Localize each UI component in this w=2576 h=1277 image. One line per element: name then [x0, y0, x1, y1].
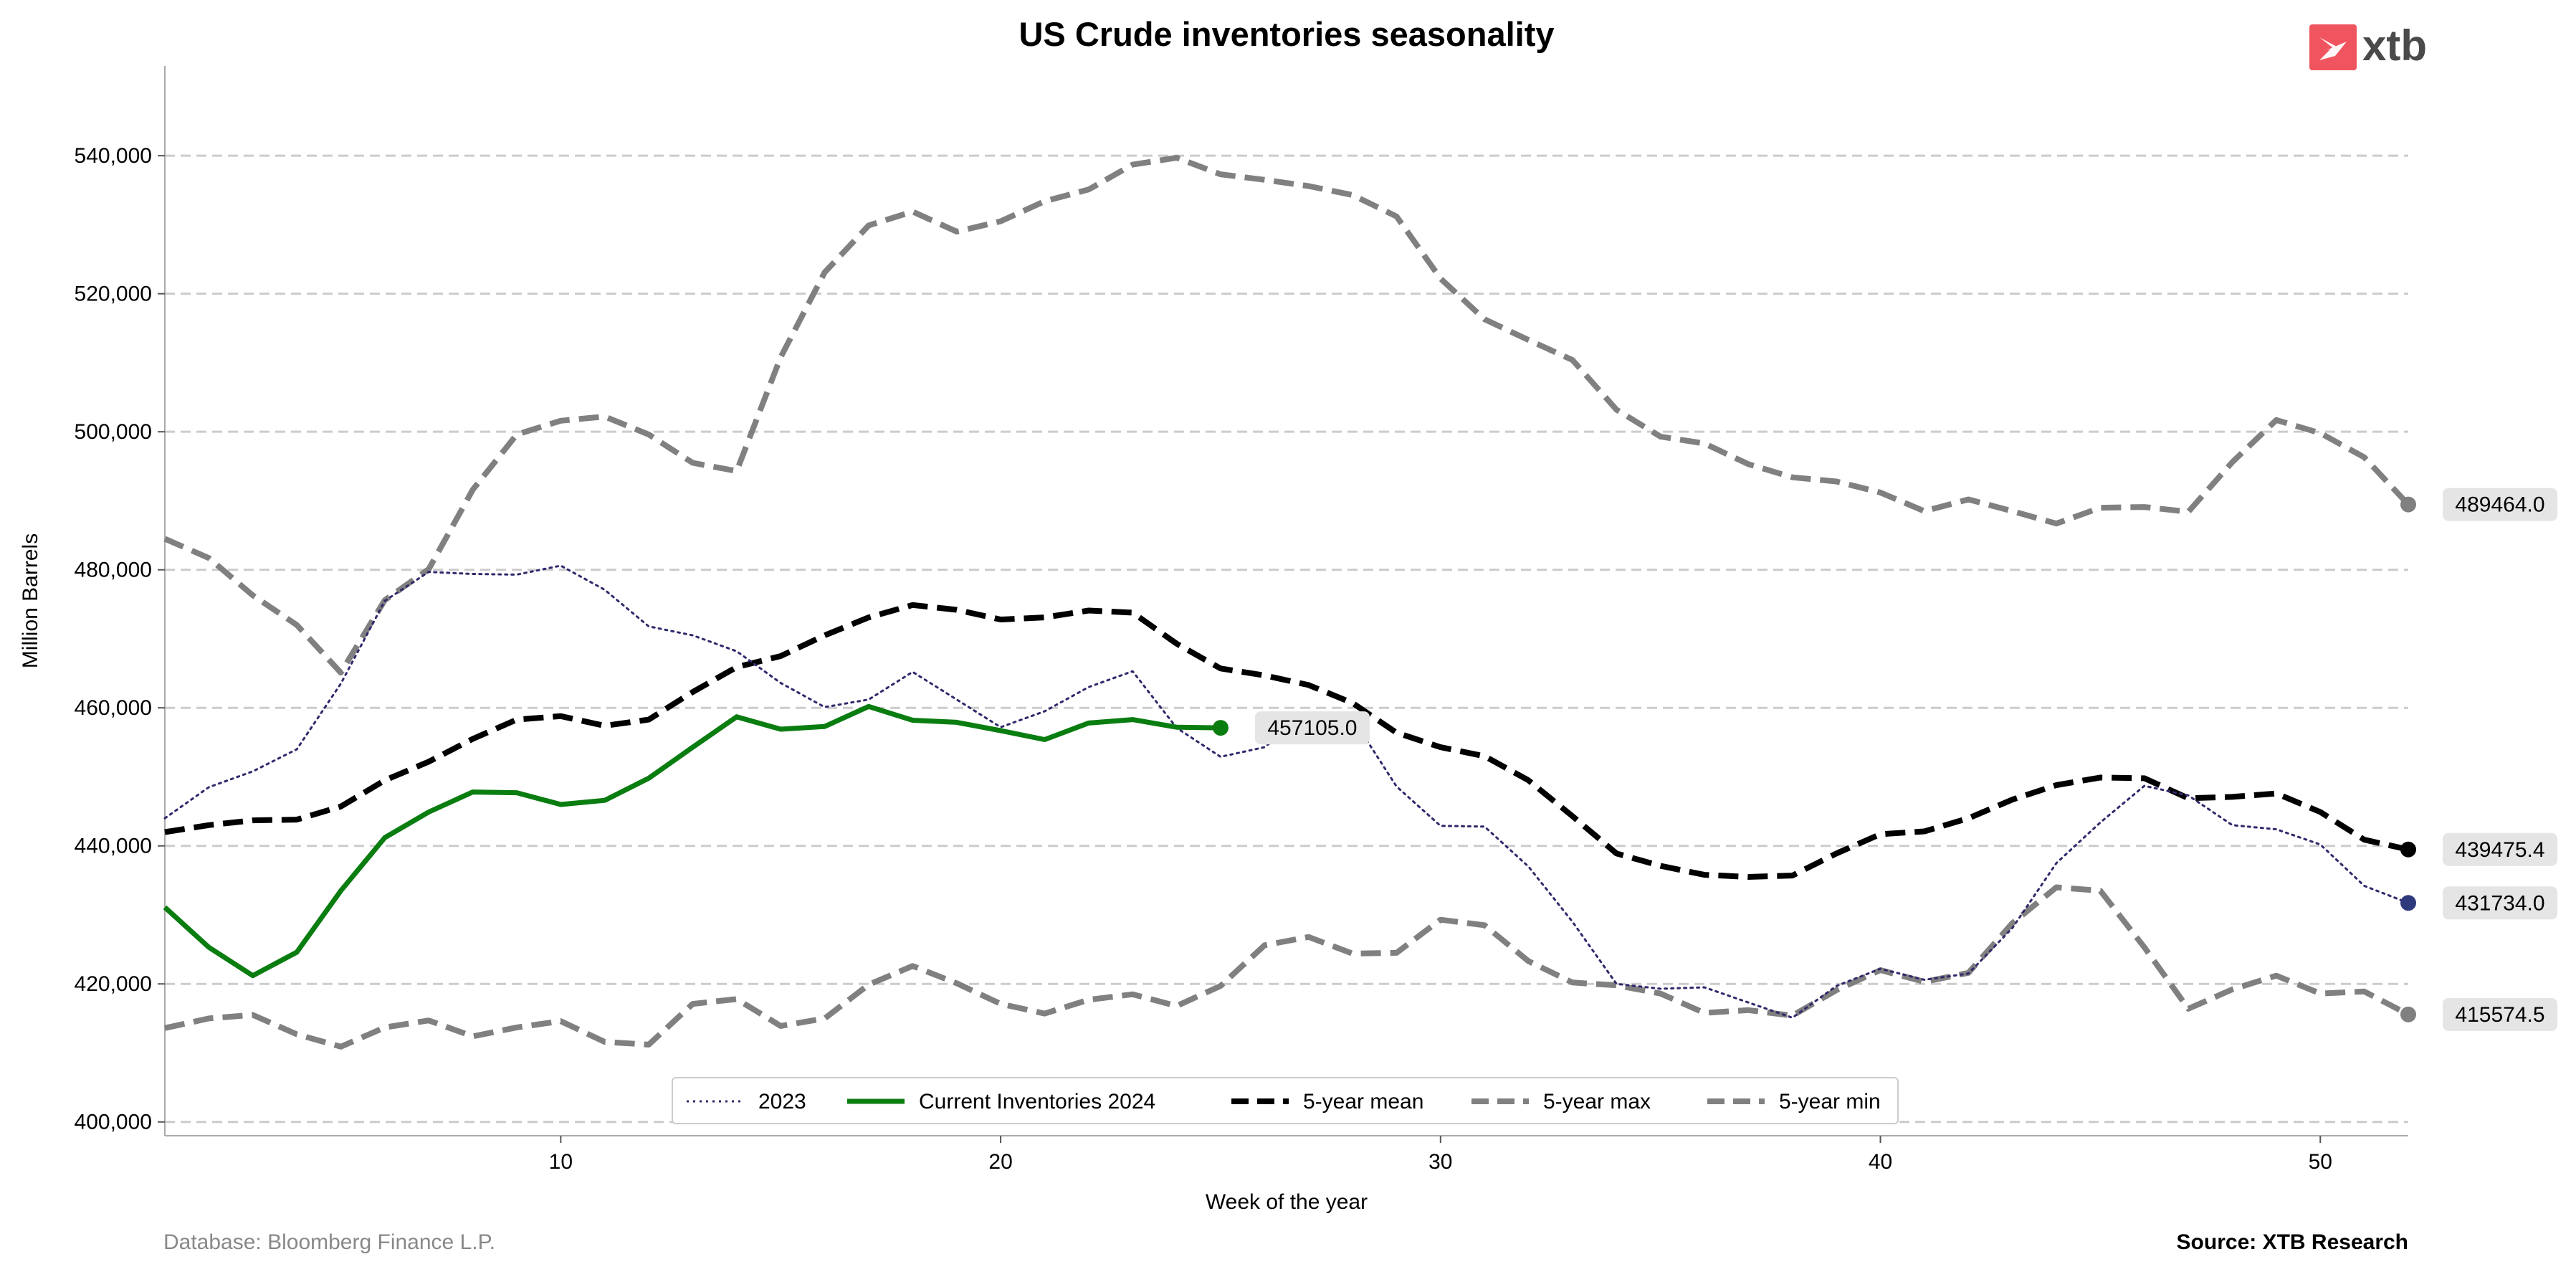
x-tick-label: 50	[2309, 1150, 2332, 1174]
series-line-5-year-max	[163, 155, 2410, 676]
y-tick-label: 480,000	[75, 559, 152, 582]
series-line-2023	[163, 564, 2410, 1019]
y-ticks: 400,000 420,000 440,000 460,000 480,000 500,0…	[75, 144, 165, 1134]
y-axis-label: Million Barrels	[19, 533, 42, 668]
end-label-box	[2443, 832, 2557, 866]
xtb-logo: xtb	[2309, 22, 2427, 70]
x-ticks: 10 20 30 40 50	[549, 1136, 2332, 1174]
y-tick-label: 460,000	[75, 696, 152, 720]
end-marker-5-year-mean	[2400, 841, 2416, 858]
end-label-2023: 431734.0	[2455, 891, 2544, 915]
legend-label-5-year-max: 5-year max	[1543, 1090, 1651, 1114]
end-marker-2023	[2400, 895, 2416, 911]
end-label-box	[1254, 711, 1370, 745]
legend-label-current-inventories-2024: Current Inventories 2024	[919, 1090, 1155, 1114]
end-label-5-year-min: 415574.5	[2455, 1003, 2544, 1027]
x-tick-label: 10	[549, 1150, 573, 1174]
database-note: Database: Bloomberg Finance L.P.	[163, 1230, 495, 1254]
end-label-box	[2443, 488, 2557, 521]
end-marker-current-inventories-2024	[1212, 720, 1229, 736]
end-marker-5-year-min	[2400, 1006, 2416, 1022]
end-label-box	[2443, 886, 2557, 920]
end-markers: 457105.0 489464.0 439475.4 431734.0 415574.5	[1212, 488, 2557, 1031]
x-tick-label: 30	[1428, 1150, 1452, 1174]
y-tick-label: 440,000	[75, 835, 152, 858]
end-label-5-year-max: 489464.0	[2455, 493, 2544, 517]
x-tick-label: 40	[1869, 1150, 1892, 1174]
chart-title: US Crude inventories seasonality	[1019, 15, 1554, 53]
series-line-5-year-min	[164, 884, 2410, 1050]
y-tick-label: 500,000	[75, 420, 152, 444]
series-line-current-inventories-2024	[163, 703, 1221, 979]
grid-lines	[165, 154, 2408, 1124]
axes	[164, 66, 2408, 1136]
series-line-5-year-mean	[164, 602, 2409, 880]
legend-label-5-year-mean: 5-year mean	[1303, 1090, 1423, 1114]
legend-label-2023: 2023	[758, 1090, 806, 1114]
end-label-box	[2443, 997, 2557, 1031]
xtb-logo-text: xtb	[2362, 22, 2427, 70]
x-tick-label: 20	[988, 1150, 1012, 1174]
legend: 2023 Current Inventories 2024 5-year mean 5…	[672, 1077, 1899, 1124]
end-label-5-year-mean: 439475.4	[2455, 838, 2544, 862]
y-tick-label: 520,000	[75, 283, 152, 306]
series-lines	[163, 155, 2410, 1050]
y-tick-label: 400,000	[75, 1111, 152, 1134]
end-marker-5-year-max	[2400, 496, 2416, 513]
xtb-logo-mark	[2319, 37, 2347, 60]
y-tick-label: 420,000	[75, 972, 152, 996]
x-axis-label: Week of the year	[1206, 1190, 1368, 1214]
y-tick-label: 540,000	[75, 144, 152, 168]
end-label-current-inventories-2024: 457105.0	[1267, 716, 1357, 740]
source-note: Source: XTB Research	[2177, 1230, 2408, 1254]
legend-label-5-year-min: 5-year min	[1779, 1090, 1881, 1114]
